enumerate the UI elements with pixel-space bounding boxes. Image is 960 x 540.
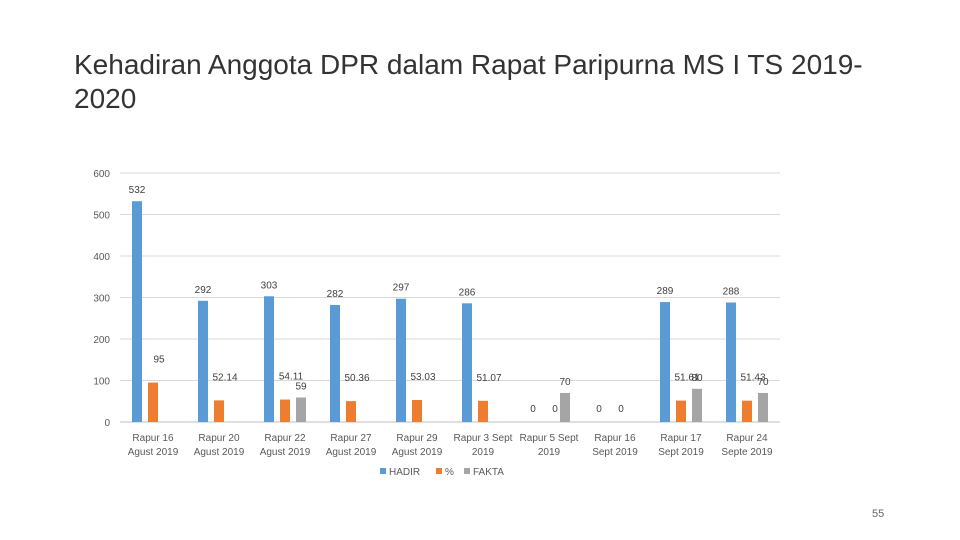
- bar-percent: [346, 401, 356, 422]
- x-tick-label: Agust 2019: [128, 447, 179, 458]
- data-label: 288: [723, 286, 740, 297]
- x-tick-label: Rapur 5 Sept: [520, 433, 579, 444]
- bar-fakta: [758, 392, 768, 422]
- x-tick-label: Rapur 20: [198, 433, 240, 444]
- data-label: 51.07: [476, 373, 501, 384]
- data-label: 303: [261, 280, 278, 291]
- bar-percent: [412, 399, 422, 422]
- data-label: 0: [596, 404, 602, 415]
- legend-swatch: [380, 468, 386, 474]
- y-tick-label: 100: [93, 377, 110, 388]
- data-label: 59: [295, 382, 307, 393]
- bar-hadir: [198, 300, 208, 422]
- bar-hadir: [726, 302, 736, 422]
- data-label: 70: [757, 377, 769, 388]
- data-label: 52.14: [212, 372, 237, 383]
- x-tick-label: Agust 2019: [194, 447, 245, 458]
- bar-hadir: [396, 298, 406, 422]
- bar-hadir: [264, 296, 274, 422]
- data-label: 532: [129, 185, 146, 196]
- data-label: 70: [559, 377, 571, 388]
- legend-label: FAKTA: [473, 467, 504, 478]
- legend-swatch: [464, 468, 470, 474]
- data-label: 51.61: [674, 373, 699, 384]
- x-tick-label: Septe 2019: [721, 447, 773, 458]
- data-label: 0: [530, 404, 536, 415]
- x-tick-label: Agust 2019: [392, 447, 443, 458]
- bar-hadir: [132, 201, 142, 422]
- bar-percent: [742, 400, 752, 422]
- data-label: 289: [657, 286, 674, 297]
- x-tick-label: Rapur 16: [594, 433, 636, 444]
- bar-fakta: [692, 388, 702, 422]
- bar-percent: [148, 382, 158, 422]
- bar-percent: [214, 400, 224, 422]
- x-tick-label: Rapur 3 Sept: [454, 433, 513, 444]
- legend-label: HADIR: [389, 467, 420, 478]
- x-tick-label: Rapur 27: [330, 433, 372, 444]
- x-tick-label: Rapur 16: [132, 433, 174, 444]
- data-label: 0: [552, 404, 558, 415]
- data-label: 53.03: [410, 372, 435, 383]
- y-tick-label: 200: [93, 335, 110, 346]
- page-number: 55: [872, 508, 885, 520]
- page-title: Kehadiran Anggota DPR dalam Rapat Paripu…: [74, 49, 863, 114]
- data-label: 80: [691, 373, 703, 384]
- data-label: 51.43: [740, 373, 765, 384]
- data-label: 50.36: [344, 373, 369, 384]
- y-tick-label: 600: [93, 169, 110, 180]
- legend-swatch: [436, 468, 442, 474]
- data-label: 286: [459, 287, 476, 298]
- data-label: 95: [153, 355, 165, 366]
- x-tick-label: Sept 2019: [592, 447, 638, 458]
- bar-hadir: [462, 303, 472, 422]
- x-tick-label: Rapur 17: [660, 433, 702, 444]
- bar-fakta: [560, 392, 570, 422]
- bar-percent: [676, 400, 686, 422]
- y-tick-label: 0: [104, 418, 110, 429]
- x-tick-label: Rapur 22: [264, 433, 306, 444]
- x-tick-label: 2019: [538, 447, 561, 458]
- y-tick-label: 500: [93, 211, 110, 222]
- bar-fakta: [296, 397, 306, 422]
- bar-hadir: [330, 304, 340, 422]
- bar-percent: [478, 400, 488, 422]
- y-tick-label: 300: [93, 294, 110, 305]
- data-label: 0: [618, 404, 624, 415]
- bar-percent: [280, 399, 290, 422]
- x-tick-label: Rapur 24: [726, 433, 768, 444]
- data-label: 282: [327, 289, 344, 300]
- bar-hadir: [660, 302, 670, 422]
- x-tick-label: Agust 2019: [326, 447, 377, 458]
- data-label: 54.11: [279, 372, 304, 383]
- data-label: 292: [195, 285, 212, 296]
- data-label: 297: [393, 283, 410, 294]
- legend-label: %: [445, 467, 454, 478]
- x-tick-label: Sept 2019: [658, 447, 704, 458]
- x-tick-label: 2019: [472, 447, 495, 458]
- x-tick-label: Rapur 29: [396, 433, 438, 444]
- y-tick-label: 400: [93, 252, 110, 263]
- x-tick-label: Agust 2019: [260, 447, 311, 458]
